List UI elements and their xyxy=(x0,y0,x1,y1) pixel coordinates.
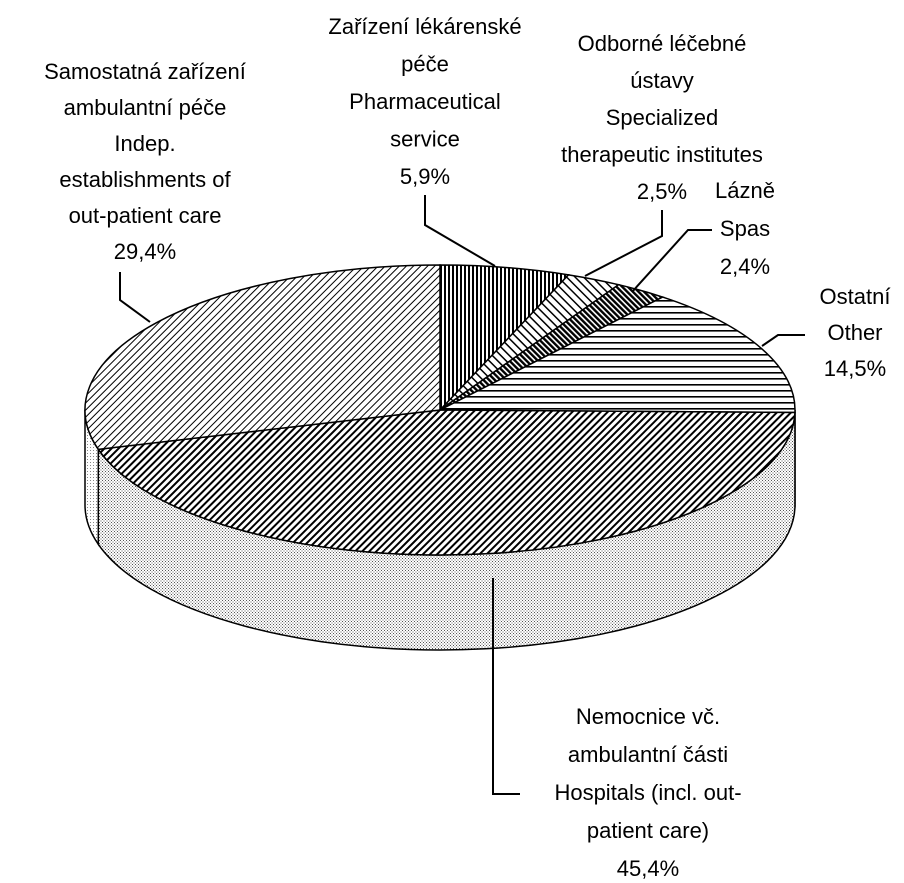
slice-label: Spas xyxy=(720,216,770,241)
slice-label: Specialized xyxy=(606,105,719,130)
pie-slice xyxy=(84,264,441,451)
slice-label: Hospitals (incl. out- xyxy=(554,780,741,805)
pie-slice xyxy=(96,409,796,556)
value-label: 2,5% xyxy=(637,179,687,204)
slice-label: Samostatná zařízení xyxy=(44,59,246,84)
slice-label: ústavy xyxy=(630,68,694,93)
value-label: 2,4% xyxy=(720,254,770,279)
pie-slice xyxy=(439,264,571,412)
leader-line xyxy=(424,195,496,267)
slice-label: Odborné léčebné xyxy=(578,31,747,56)
slice-label: Indep. xyxy=(114,131,175,156)
leader-line xyxy=(761,334,805,347)
slice-label: Pharmaceutical xyxy=(349,89,501,114)
value-label: 14,5% xyxy=(824,356,886,381)
value-label: 29,4% xyxy=(114,239,176,264)
pie-tops xyxy=(84,264,796,556)
value-label: 45,4% xyxy=(617,856,679,881)
leader-line xyxy=(584,210,663,277)
pie-slice xyxy=(439,296,796,414)
slice-label: ambulantní části xyxy=(568,742,728,767)
slice-label: patient care) xyxy=(587,818,709,843)
slice-label: ambulantní péče xyxy=(64,95,227,120)
value-label: 5,9% xyxy=(400,164,450,189)
labels: Zařízení lékárenské péče Pharmaceutical ser… xyxy=(44,14,890,881)
slice-label: service xyxy=(390,126,460,151)
slice-label: Lázně xyxy=(715,178,775,203)
slice-label: péče xyxy=(401,51,449,76)
slice-label: therapeutic institutes xyxy=(561,142,763,167)
slice-label: Ostatní xyxy=(820,284,891,309)
slice-label: Nemocnice vč. xyxy=(576,704,720,729)
slice-label: out-patient care xyxy=(69,203,222,228)
leader-line xyxy=(492,578,520,795)
slice-label: Zařízení lékárenské xyxy=(328,14,521,39)
leader-line xyxy=(119,272,151,323)
leader-line xyxy=(631,229,712,293)
slice-label: establishments of xyxy=(59,167,231,192)
slice-label: Other xyxy=(827,320,882,345)
